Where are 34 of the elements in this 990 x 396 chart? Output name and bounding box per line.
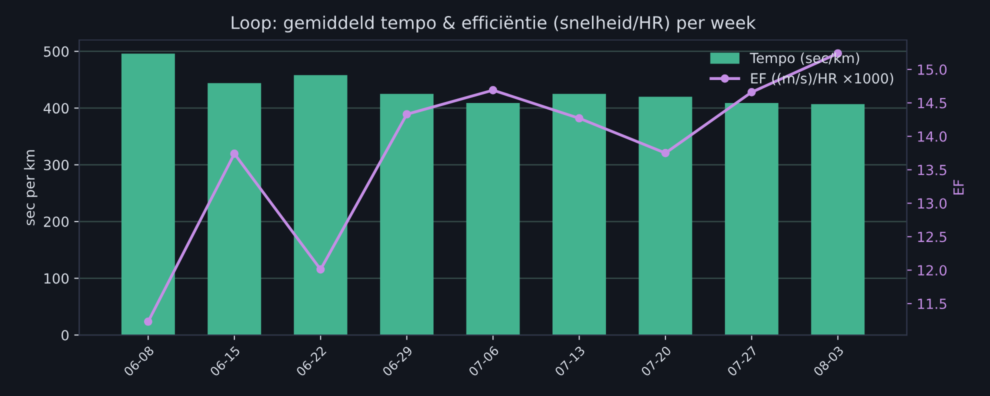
point (575, 114, 584, 122)
bar (724, 102, 778, 336)
bar (121, 54, 175, 336)
y-axis-title: sec per km (24, 150, 38, 226)
y-tick-label: 0 (62, 330, 69, 340)
point (316, 265, 325, 274)
y2-tick-label: 12.5 (918, 232, 946, 242)
y-tick-label: 200 (44, 216, 69, 228)
bar (294, 75, 348, 336)
y2-tick-label: 14.5 (918, 98, 946, 108)
point (488, 86, 498, 94)
y2-tick-label: 14.0 (918, 131, 947, 142)
y2-tick-label: 13.5 (918, 164, 946, 176)
y-tick-label: 300 (44, 160, 69, 170)
y-tick-label: 400 (44, 103, 69, 114)
y2-tick-label: 13.0 (918, 198, 947, 209)
point (661, 148, 670, 158)
y2-axis-title: EF (953, 180, 964, 195)
bar (466, 102, 520, 336)
chart-title: Loop: gemiddeld tempo & efficiëntie (snelheid/HR) per week (232, 16, 756, 32)
point (402, 110, 411, 118)
point (144, 317, 152, 326)
y2-tick-label: 15.0 (918, 64, 947, 75)
bar (811, 104, 865, 336)
y-tick-label: 500 (44, 46, 69, 57)
bar (208, 83, 262, 336)
y2-tick-label: 12.0 (918, 265, 947, 276)
bar (552, 94, 606, 336)
bar (638, 96, 692, 336)
y2-tick-label: 11.5 (918, 298, 946, 310)
point (747, 88, 756, 96)
bar (380, 94, 434, 336)
y-tick-label: 100 (44, 273, 69, 284)
point (230, 150, 239, 158)
